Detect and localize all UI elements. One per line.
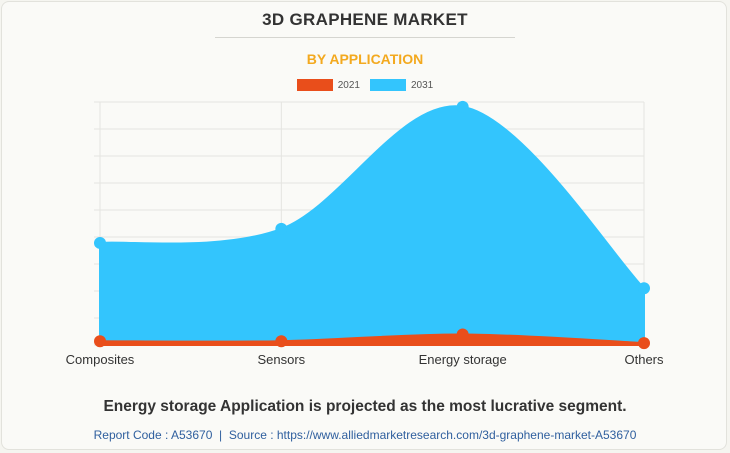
footer-source-line: Report Code : A53670 | Source : https://… <box>0 428 730 442</box>
data-point-2021-energy-storage <box>456 328 469 341</box>
data-point-2021-others <box>638 337 650 350</box>
source-link[interactable]: Source : https://www.alliedmarketresearc… <box>228 428 637 442</box>
data-point-2031-sensors <box>275 222 288 235</box>
legend-item-2021[interactable]: 2021 <box>296 79 360 91</box>
data-point-2021-sensors <box>275 335 288 348</box>
title-divider <box>215 37 515 38</box>
legend-label-2021: 2021 <box>337 79 360 91</box>
footer-separator: | <box>219 428 223 442</box>
x-tick-label-composites: Composites <box>66 352 135 367</box>
legend-label-2031: 2031 <box>411 79 434 91</box>
data-point-2031-composites <box>94 236 106 249</box>
x-tick-label-others: Others <box>624 352 664 367</box>
chart-legend: 2021 2031 <box>0 79 730 91</box>
legend-item-2031[interactable]: 2031 <box>370 79 433 91</box>
x-axis-tick-labels: Composites Sensors Energy storage Others <box>66 352 664 367</box>
chart-title: 3D GRAPHENE MARKET <box>262 10 468 29</box>
report-code: Report Code : A53670 <box>93 428 213 442</box>
series-points <box>94 100 650 350</box>
data-point-2031-others <box>638 282 650 295</box>
x-tick-label-sensors: Sensors <box>257 352 305 367</box>
x-tick-label-energy-storage: Energy storage <box>419 352 507 367</box>
series-areas <box>99 105 645 346</box>
footer-highlight: Energy storage Application is projected … <box>103 398 627 415</box>
data-point-2031-energy-storage <box>456 100 469 113</box>
area-series-2021 <box>99 333 645 346</box>
legend-swatch-2031 <box>370 79 406 91</box>
legend-swatch-2021 <box>296 79 333 91</box>
area-series-2031 <box>99 105 645 346</box>
data-point-2021-composites <box>94 335 106 348</box>
chart-subtitle: BY APPLICATION <box>306 51 424 67</box>
